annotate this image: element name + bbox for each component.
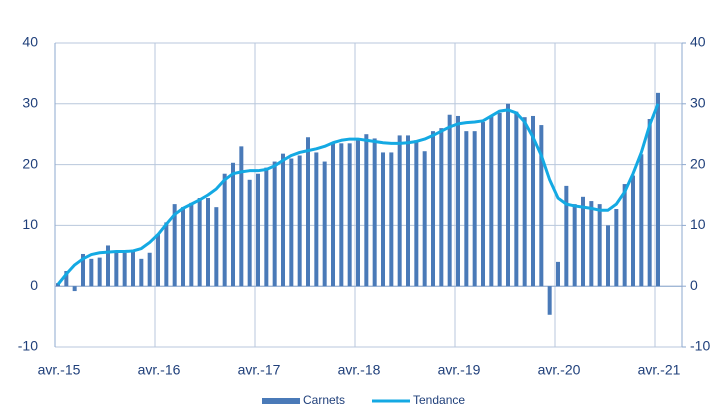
- bar: [281, 153, 285, 287]
- bar: [147, 252, 152, 287]
- bar: [272, 161, 277, 287]
- bar: [289, 158, 294, 287]
- bar: [356, 138, 360, 287]
- bar: [447, 114, 452, 287]
- bar: [72, 286, 77, 292]
- bar: [606, 225, 610, 287]
- bar: [197, 198, 202, 287]
- bar: [81, 253, 85, 287]
- bar: [656, 92, 660, 287]
- bar: [114, 252, 119, 287]
- bar: [339, 143, 344, 287]
- bar: [122, 252, 127, 287]
- bar: [222, 173, 227, 287]
- bar: [631, 175, 635, 287]
- x-tick-label: avr.-16: [138, 362, 181, 378]
- legend-label: Carnets: [303, 393, 345, 407]
- bar: [372, 138, 377, 287]
- bar: [322, 161, 327, 287]
- y-tick-label: -10: [18, 338, 38, 354]
- bar: [364, 134, 369, 287]
- trend-line: [56, 103, 660, 286]
- y-tick-label: 10: [22, 216, 38, 232]
- bar: [214, 207, 219, 287]
- bar: [522, 117, 527, 287]
- bar: [56, 283, 60, 287]
- bar: [347, 143, 352, 287]
- y2-tick-label: 30: [690, 95, 706, 111]
- bar: [414, 140, 419, 287]
- x-tick-label: avr.-21: [638, 362, 681, 378]
- y-tick-label: 0: [30, 277, 38, 293]
- bar: [597, 204, 602, 287]
- bar: [614, 208, 619, 287]
- bar: [314, 152, 319, 287]
- bar: [231, 162, 235, 287]
- bar: [497, 112, 502, 287]
- bar: [547, 286, 552, 315]
- bar: [181, 207, 185, 287]
- bar: [89, 258, 94, 287]
- bar: [256, 173, 260, 287]
- bar: [481, 122, 485, 287]
- bar: [97, 257, 102, 287]
- bar: [639, 154, 644, 287]
- bar: [397, 135, 402, 287]
- y2-tick-label: 10: [690, 216, 706, 232]
- legend-label: Tendance: [413, 393, 465, 407]
- bar: [431, 131, 435, 287]
- y2-tick-label: -10: [690, 338, 710, 354]
- bar: [506, 103, 510, 287]
- y-tick-label: 20: [22, 155, 38, 171]
- bar: [539, 125, 544, 287]
- x-tick-label: avr.-19: [438, 362, 481, 378]
- bar: [647, 119, 652, 287]
- bar: [464, 131, 469, 287]
- bar: [131, 249, 135, 287]
- bar: [581, 196, 585, 287]
- bar: [64, 271, 69, 287]
- y-tick-label: 30: [22, 95, 38, 111]
- bar: [439, 128, 444, 287]
- bar: [297, 155, 302, 287]
- bar: [331, 143, 335, 287]
- bar: [247, 179, 252, 287]
- bar: [389, 152, 394, 287]
- bar: [456, 115, 460, 287]
- x-tick-label: avr.-18: [338, 362, 381, 378]
- bar: [189, 202, 194, 287]
- bar: [264, 167, 269, 287]
- bar: [572, 204, 577, 287]
- bar: [622, 184, 627, 287]
- bar: [164, 222, 169, 287]
- bar: [406, 135, 410, 287]
- bar: [106, 245, 110, 287]
- legend-swatch: [262, 398, 300, 404]
- x-tick-label: avr.-15: [38, 362, 81, 378]
- bar: [206, 198, 210, 287]
- bar: [531, 115, 535, 287]
- bar: [422, 151, 427, 287]
- bar: [381, 152, 385, 287]
- bar: [556, 261, 560, 287]
- x-tick-label: avr.-17: [238, 362, 281, 378]
- bar: [564, 185, 569, 287]
- x-tick-label: avr.-20: [538, 362, 581, 378]
- bar: [172, 204, 177, 287]
- bar: [306, 137, 310, 287]
- bar: [156, 234, 160, 287]
- bar: [514, 111, 519, 287]
- bar: [239, 146, 244, 287]
- y2-tick-label: 0: [690, 277, 698, 293]
- bar: [489, 115, 494, 287]
- bar: [589, 201, 594, 287]
- bar: [472, 131, 477, 287]
- y2-tick-label: 20: [690, 155, 706, 171]
- bar: [139, 258, 144, 287]
- y-tick-label: 40: [22, 34, 38, 50]
- y2-tick-label: 40: [690, 34, 706, 50]
